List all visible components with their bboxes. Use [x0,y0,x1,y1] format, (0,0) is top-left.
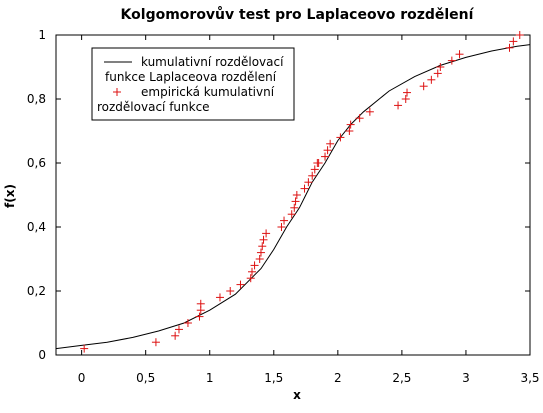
legend: kumulativní rozdělovací funkce Laplaceov… [91,47,295,121]
empirical-point [310,165,319,174]
empirical-point [346,120,355,129]
x-ticks: 0 0,5 1 1,5 2 2,5 3 3,5 [78,35,540,385]
y-ticks: 0 0,2 0,4 0,6 0,8 1 [27,28,530,362]
empirical-point [291,197,300,206]
x-tick-label: 0 [78,371,86,385]
empirical-point [436,63,445,71]
empirical-point [365,107,374,116]
y-axis-label: f(x) [3,184,17,208]
empirical-point [419,82,428,91]
legend-label-marker-2: rozdělovací funkce [97,100,210,114]
y-tick-label: 1 [38,28,46,42]
y-tick-label: 0 [38,348,46,362]
x-tick-label: 1,5 [264,371,283,385]
empirical-point [314,159,323,167]
y-tick-label: 0,2 [27,284,46,298]
empirical-point [401,95,410,103]
chart-title: Kolgomorovův test pro Laplaceovo rozděle… [121,6,475,23]
empirical-point [515,31,524,39]
x-tick-label: 3 [462,371,470,385]
y-tick-label: 0,4 [27,220,46,234]
x-tick-label: 3,5 [520,371,539,385]
legend-box [91,47,295,121]
empirical-point [151,338,160,347]
empirical-point [355,114,364,123]
empirical-point [403,88,412,97]
empirical-point [292,191,301,199]
empirical-point [509,37,518,46]
empirical-point [287,210,296,219]
empirical-point [326,139,335,148]
empirical-point [80,344,89,353]
legend-label-marker-1: empirická kumulativní [141,85,275,99]
empirical-point [323,146,332,155]
empirical-point [308,171,317,180]
empirical-point [290,203,299,212]
empirical-point [215,293,224,302]
empirical-point [505,43,514,52]
x-tick-label: 1 [206,371,214,385]
empirical-point [262,229,271,238]
empirical-point [433,69,442,78]
empirical-point [255,255,264,263]
empirical-point [336,133,345,142]
empirical-point [259,235,268,244]
empirical-point [196,299,205,308]
y-tick-label: 0,6 [27,156,46,170]
empirical-point [427,75,436,84]
empirical-point [250,261,259,270]
axes [55,34,531,356]
empirical-point [321,152,330,161]
x-tick-label: 2 [334,371,342,385]
empirical-point [174,325,183,334]
empirical-point [171,331,180,340]
legend-marker-swatch [113,88,121,96]
x-tick-label: 0,5 [136,371,155,385]
empirical-point [195,312,204,321]
series-points-group [80,31,524,353]
x-axis-label: x [293,388,301,402]
empirical-point [256,248,265,257]
empirical-point [258,242,267,251]
empirical-point [447,56,456,65]
empirical-point [280,216,289,225]
empirical-point [300,184,309,193]
x-tick-label: 2,5 [392,371,411,385]
empirical-point [236,280,245,289]
legend-label-line-2: funkce Laplaceova rozdělení [105,70,277,84]
legend-label-line-1: kumulativní rozdělovací [141,55,284,69]
empirical-point [183,319,192,327]
empirical-point [394,101,403,110]
empirical-point [248,267,257,276]
empirical-point [455,50,464,59]
empirical-point [226,287,235,295]
y-tick-label: 0,8 [27,92,46,106]
plot-frame [55,34,531,356]
empirical-point [277,223,286,231]
empirical-point [304,178,313,187]
empirical-point [345,127,354,135]
empirical-point [246,274,255,283]
